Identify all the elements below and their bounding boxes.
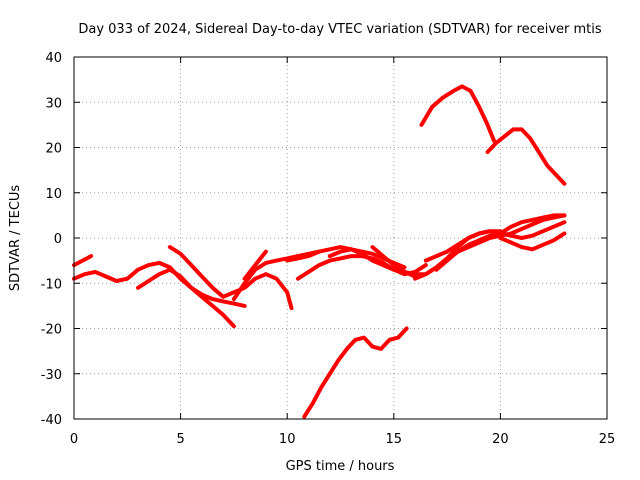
y-tick-label: -10 <box>41 277 62 292</box>
series-line-arc-2 <box>72 254 94 268</box>
x-tick-label: 0 <box>70 432 78 447</box>
series-line-arc-18 <box>302 326 409 419</box>
x-tick-label: 15 <box>386 432 403 447</box>
x-tick-label: 20 <box>492 432 509 447</box>
x-tick-labels: 0 5 10 15 20 25 <box>70 432 615 447</box>
x-tick-label: 10 <box>279 432 296 447</box>
y-tick-label: 20 <box>45 142 62 157</box>
series-line-arc-5 <box>231 249 322 302</box>
y-tick-label: 30 <box>45 96 62 111</box>
y-tick-label: -30 <box>41 368 62 383</box>
series-group <box>72 84 567 419</box>
y-tick-label: 40 <box>45 51 62 66</box>
series-line-arc-4 <box>167 245 268 299</box>
series-line-arc-16 <box>419 84 496 143</box>
series-line-arc-1 <box>72 260 247 308</box>
x-tick-label: 25 <box>599 432 616 447</box>
x-axis-label: GPS time / hours <box>286 459 395 474</box>
series-line-arc-7 <box>263 272 294 311</box>
series-line-arc-17 <box>485 127 567 186</box>
series-line-arc-3 <box>136 267 236 329</box>
series-line-arc-14 <box>423 229 503 263</box>
x-tick-label: 5 <box>176 432 184 447</box>
y-axis-label: SDTVAR / TECUs <box>8 185 23 292</box>
series-line-arc-11 <box>370 245 418 279</box>
series-line-arc-10 <box>327 213 567 277</box>
chart-title: Day 033 of 2024, Sidereal Day-to-day VTE… <box>78 22 602 37</box>
series-line-arc-8 <box>295 254 428 281</box>
series-line-arc-13 <box>434 213 567 272</box>
y-tick-labels: -40 -30 -20 -10 0 10 20 30 40 <box>41 51 62 428</box>
axis-ticks <box>73 56 608 420</box>
y-tick-label: -40 <box>41 413 62 428</box>
y-tick-label: 10 <box>45 187 62 202</box>
series-line-arc-15 <box>498 231 567 252</box>
y-tick-label: 0 <box>54 232 62 247</box>
series-line-arc-6 <box>242 249 268 281</box>
y-tick-label: -20 <box>41 323 62 338</box>
